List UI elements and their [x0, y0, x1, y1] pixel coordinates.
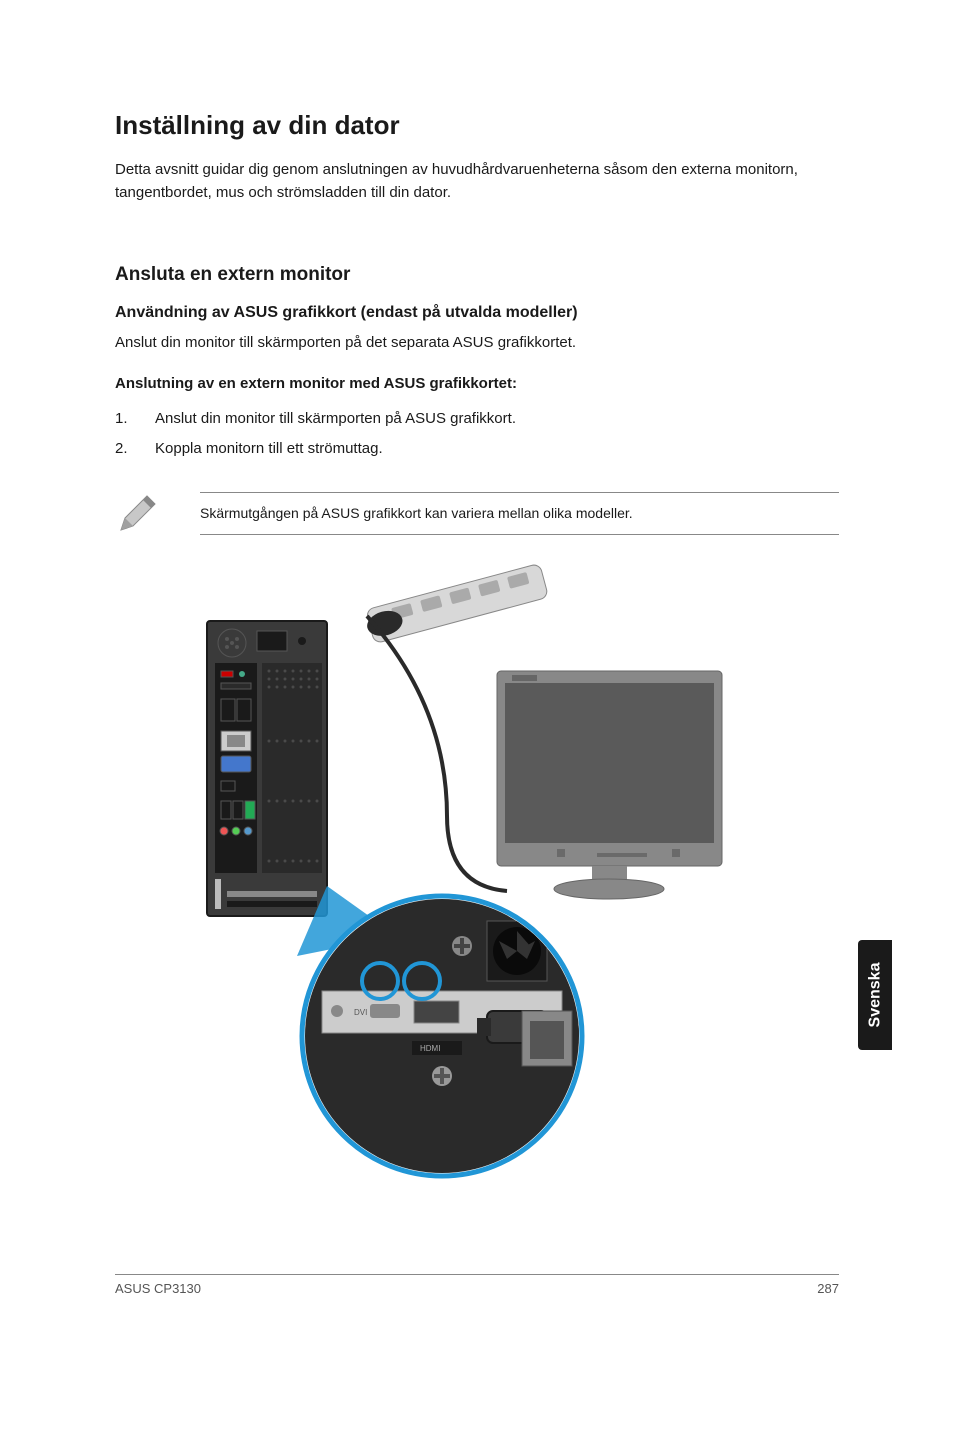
step-number: 2.: [115, 438, 155, 461]
note-text: Skärmutgången på ASUS grafikkort kan var…: [200, 503, 839, 524]
step-text: Koppla monitorn till ett strömuttag.: [155, 438, 383, 461]
note-box: Skärmutgången på ASUS grafikkort kan var…: [115, 491, 839, 536]
divider: [200, 492, 839, 493]
svg-text:HDMI: HDMI: [420, 1044, 440, 1053]
language-tab: Svenska: [858, 940, 892, 1050]
list-item: 2. Koppla monitorn till ett strömuttag.: [115, 438, 839, 461]
footer-product: ASUS CP3130: [115, 1281, 201, 1296]
body-text: Anslut din monitor till skärmporten på d…: [115, 332, 839, 355]
step-text: Anslut din monitor till skärmporten på A…: [155, 408, 516, 431]
step-list: 1. Anslut din monitor till skärmporten p…: [115, 408, 839, 461]
section-heading: Ansluta en extern monitor: [115, 264, 839, 286]
intro-paragraph: Detta avsnitt guidar dig genom anslutnin…: [115, 159, 839, 204]
divider: [200, 534, 839, 535]
connection-diagram: DVI HDMI: [197, 556, 757, 1196]
subsection-heading: Användning av ASUS grafikkort (endast på…: [115, 304, 839, 322]
list-item: 1. Anslut din monitor till skärmporten p…: [115, 408, 839, 431]
language-label: Svenska: [866, 963, 884, 1028]
page-title: Inställning av din dator: [115, 110, 839, 141]
footer-page-number: 287: [817, 1281, 839, 1296]
pencil-icon: [115, 491, 160, 536]
instruction-heading: Anslutning av en extern monitor med ASUS…: [115, 375, 839, 392]
step-number: 1.: [115, 408, 155, 431]
svg-text:DVI: DVI: [354, 1008, 367, 1017]
page-footer: ASUS CP3130 287: [115, 1274, 839, 1296]
